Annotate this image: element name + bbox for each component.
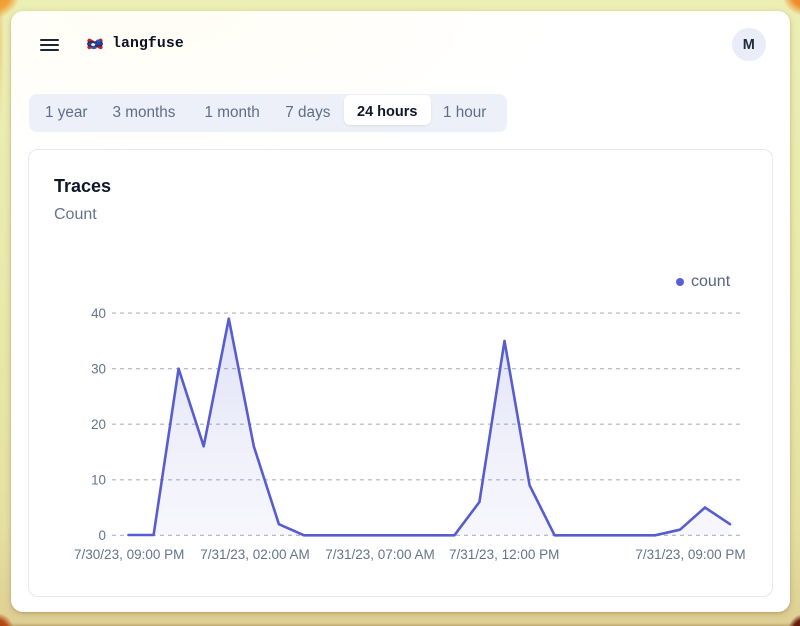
svg-text:40: 40 — [91, 306, 106, 321]
svg-text:10: 10 — [91, 473, 106, 488]
svg-text:7/31/23, 12:00 PM: 7/31/23, 12:00 PM — [449, 547, 559, 562]
svg-text:7/30/23, 09:00 PM: 7/30/23, 09:00 PM — [74, 547, 184, 562]
svg-text:30: 30 — [91, 362, 106, 377]
svg-text:20: 20 — [91, 417, 106, 432]
svg-text:0: 0 — [99, 528, 106, 543]
svg-text:7/31/23, 02:00 AM: 7/31/23, 02:00 AM — [200, 547, 310, 562]
svg-text:7/31/23, 07:00 AM: 7/31/23, 07:00 AM — [325, 547, 435, 562]
svg-text:7/31/23, 09:00 PM: 7/31/23, 09:00 PM — [635, 547, 745, 562]
